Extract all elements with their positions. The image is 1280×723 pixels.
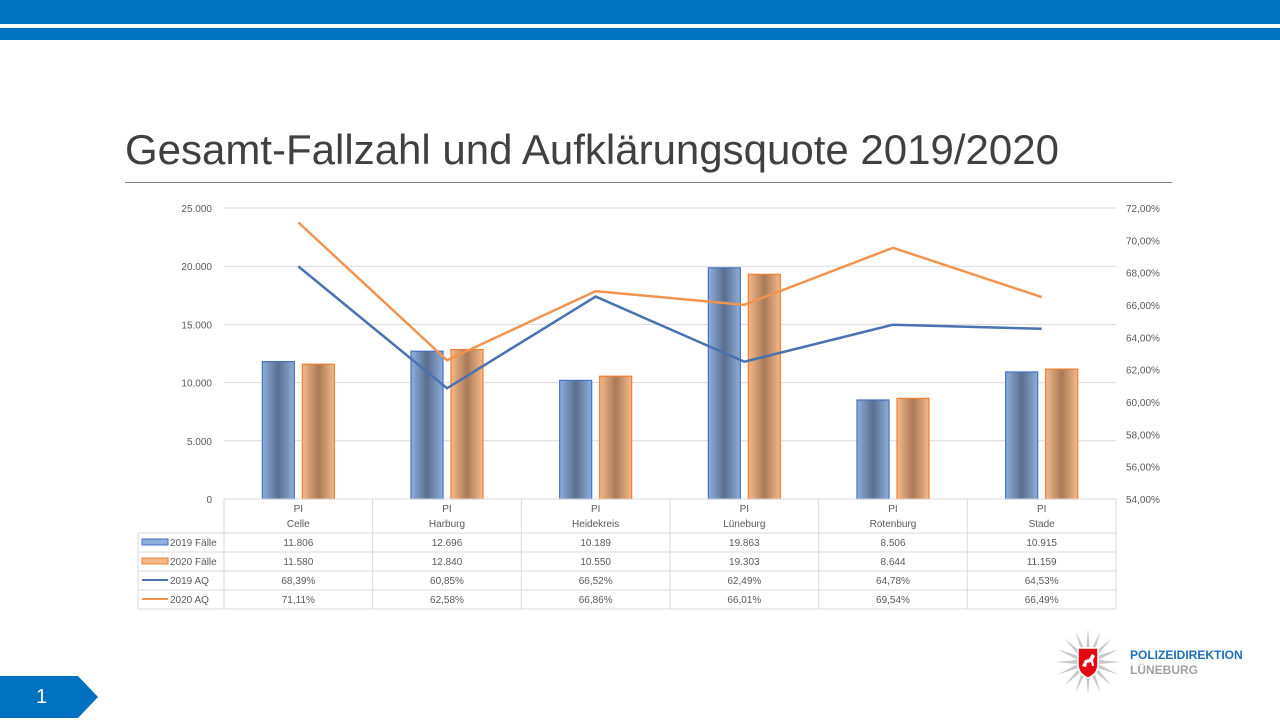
category-label: Heidekreis	[572, 519, 619, 530]
bar-2020-f-lle	[450, 348, 484, 500]
table-cell: 66,52%	[579, 576, 613, 587]
table-cell: 69,54%	[876, 595, 910, 606]
category-label: Rotenburg	[870, 519, 917, 530]
y-right-tick: 68,00%	[1126, 269, 1160, 280]
table-cell: 64,53%	[1025, 576, 1059, 587]
category-label: Celle	[287, 519, 310, 530]
page-number-badge: 1	[0, 676, 98, 718]
y-left-tick: 5.000	[187, 437, 212, 448]
table-cell: 12.840	[432, 557, 463, 568]
category-label: PI	[591, 504, 600, 515]
y-left-tick: 15.000	[181, 320, 212, 331]
table-cell: 11.159	[1027, 557, 1057, 568]
bar-2019-f-lle	[261, 360, 295, 500]
bar-2020-f-lle	[747, 273, 781, 500]
category-label: PI	[1037, 504, 1046, 515]
slide-title: Gesamt-Fallzahl und Aufklärungsquote 201…	[125, 126, 1059, 173]
category-label: PI	[740, 504, 749, 515]
table-cell: 66,86%	[579, 595, 613, 606]
title-divider	[125, 182, 1172, 183]
y-right-tick: 56,00%	[1126, 463, 1160, 474]
bar-2020-f-lle	[1045, 368, 1079, 500]
table-cell: 19.863	[729, 538, 760, 549]
header-band	[0, 0, 1280, 24]
bar-2019-f-lle	[707, 267, 741, 500]
table-cell: 71,11%	[282, 595, 315, 606]
logo-text-line2: LÜNEBURG	[1130, 663, 1198, 677]
table-cell: 60,85%	[430, 576, 464, 587]
category-label: Harburg	[429, 519, 465, 530]
logo: POLIZEIDIREKTION LÜNEBURG	[1054, 628, 1274, 698]
y-left-tick: 0	[206, 495, 212, 506]
page-number: 1	[36, 686, 48, 708]
category-label: Stade	[1029, 519, 1056, 530]
y-right-tick: 60,00%	[1126, 398, 1160, 409]
bar-2019-f-lle	[856, 399, 890, 500]
y-right-tick: 58,00%	[1126, 430, 1160, 441]
legend-label: 2020 Fälle	[170, 557, 217, 568]
table-cell: 19.303	[729, 557, 760, 568]
category-label: PI	[294, 504, 303, 515]
y-left-tick: 20.000	[181, 262, 212, 273]
legend-key	[141, 557, 169, 565]
bar-2020-f-lle	[301, 363, 335, 500]
line-2019-aq	[297, 265, 1042, 390]
y-right-tick: 72,00%	[1126, 204, 1160, 215]
y-right-tick: 62,00%	[1126, 366, 1160, 377]
y-right-tick: 54,00%	[1126, 495, 1160, 506]
legend-label: 2019 AQ	[170, 576, 209, 587]
category-label: PI	[442, 504, 451, 515]
header-band-secondary	[0, 28, 1280, 40]
bar-2020-f-lle	[599, 375, 633, 500]
table-cell: 11.580	[283, 557, 313, 568]
table-cell: 10.915	[1026, 538, 1057, 549]
y-right-tick: 64,00%	[1126, 333, 1160, 344]
table-cell: 10.550	[580, 557, 611, 568]
line-2020-aq	[297, 221, 1043, 362]
table-cell: 11.806	[283, 538, 313, 549]
table-cell: 12.696	[432, 538, 463, 549]
table-cell: 8.644	[880, 557, 905, 568]
y-right-tick: 70,00%	[1126, 236, 1160, 247]
table-cell: 10.189	[580, 538, 611, 549]
table-cell: 66,01%	[727, 595, 761, 606]
bar-2019-f-lle	[559, 379, 593, 500]
y-left-tick: 25.000	[181, 204, 212, 215]
table-cell: 8.506	[880, 538, 905, 549]
bar-2020-f-lle	[896, 397, 930, 500]
legend-label: 2019 Fälle	[170, 538, 217, 549]
table-cell: 64,78%	[876, 576, 910, 587]
y-left-tick: 10.000	[181, 379, 212, 390]
legend-label: 2020 AQ	[170, 595, 209, 606]
police-star-icon	[1055, 629, 1121, 695]
table-cell: 66,49%	[1025, 595, 1059, 606]
category-label: PI	[888, 504, 897, 515]
table-cell: 68,39%	[281, 576, 315, 587]
legend-key	[141, 538, 169, 546]
y-right-tick: 66,00%	[1126, 301, 1160, 312]
table-cell: 62,58%	[430, 595, 464, 606]
logo-text-line1: POLIZEIDIREKTION	[1130, 648, 1243, 662]
category-label: Lüneburg	[723, 519, 765, 530]
bar-2019-f-lle	[1005, 371, 1039, 500]
table-cell: 62,49%	[727, 576, 761, 587]
arrow-shape-icon	[0, 676, 98, 718]
